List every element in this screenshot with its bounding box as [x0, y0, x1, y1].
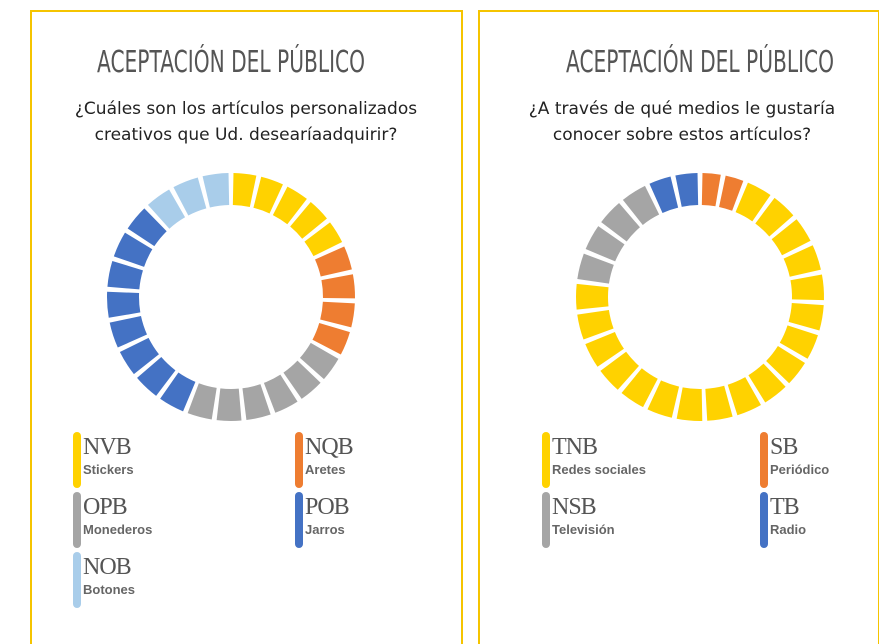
legend-code: SB — [770, 434, 797, 460]
donut-segment — [585, 226, 625, 262]
donut-segment — [109, 316, 147, 348]
legend-label: Jarros — [305, 522, 345, 537]
legend-code: TB — [770, 494, 799, 520]
donut-segment — [766, 345, 805, 384]
donut-segment — [147, 189, 186, 229]
panel-title: ACEPTACIÓN DEL PÚBLICO — [97, 43, 365, 80]
donut-segment — [242, 384, 271, 421]
donut-segment — [290, 202, 327, 239]
donut-segment — [748, 363, 786, 403]
donut-segment — [315, 246, 352, 277]
legend-swatch — [760, 432, 768, 488]
donut-segment — [202, 173, 230, 208]
legend-label: Redes sociales — [552, 462, 646, 477]
legend-code: TNB — [552, 434, 597, 460]
legend-label: Radio — [770, 522, 806, 537]
donut-segment — [263, 374, 298, 413]
donut-segment — [232, 173, 257, 207]
panel-subtitle: ¿Cuáles son los artículos personalizados — [75, 99, 417, 119]
donut-segment — [788, 303, 824, 331]
donut-segment — [127, 208, 167, 247]
donut-segment — [272, 186, 307, 225]
donut-segment — [576, 283, 609, 310]
donut-segment — [320, 301, 355, 328]
donut-segment — [312, 323, 350, 355]
donut-segment — [647, 380, 680, 418]
panel-border — [478, 10, 879, 644]
donut-segment — [304, 222, 343, 257]
donut-segment — [600, 351, 639, 390]
donut-segment — [585, 331, 624, 367]
legend-code: OPB — [83, 494, 127, 520]
donut-segment — [321, 274, 355, 299]
legend-label: Botones — [83, 582, 135, 597]
donut-segment — [783, 245, 821, 277]
donut-segment — [735, 182, 771, 222]
donut-segment — [216, 388, 242, 421]
donut-segment — [106, 291, 141, 318]
legend-swatch — [73, 492, 81, 548]
legend-swatch — [295, 492, 303, 548]
donut-segment — [107, 261, 143, 290]
donut-segment — [622, 185, 660, 225]
donut-segment — [601, 203, 640, 242]
donut-segment — [187, 383, 217, 420]
legend-label: Monederos — [83, 522, 152, 537]
donut-segment — [675, 173, 699, 207]
donut-segment — [621, 368, 658, 408]
panel-subtitle: creativos que Ud. desearíaadquirir? — [95, 125, 398, 145]
legend-swatch — [760, 492, 768, 548]
panel-border — [30, 10, 463, 644]
legend-swatch — [73, 432, 81, 488]
legend-code: POB — [305, 494, 349, 520]
legend-swatch — [295, 432, 303, 488]
donut-segment — [771, 219, 811, 256]
legend-label: Aretes — [305, 462, 345, 477]
donut-segment — [160, 372, 196, 412]
donut-segment — [701, 173, 721, 207]
donut-segment — [727, 377, 761, 416]
legend-code: NOB — [83, 554, 131, 580]
panel-subtitle: ¿A través de qué medios le gustaría — [529, 99, 835, 119]
legend-label: Televisión — [552, 522, 615, 537]
donut-segment — [779, 325, 818, 359]
donut-segment — [299, 342, 339, 380]
legend-code: NVB — [83, 434, 131, 460]
panel-title: ACEPTACIÓN DEL PÚBLICO — [566, 43, 834, 80]
donut-segment — [705, 385, 733, 421]
donut-segment — [253, 176, 283, 214]
donut-segment — [119, 337, 159, 375]
donut-segment — [577, 253, 614, 284]
legend-label: Periódico — [770, 462, 829, 477]
donut-segment — [790, 274, 825, 301]
donut-segment — [719, 175, 744, 211]
donut-segment — [137, 357, 176, 396]
donut-segment — [283, 360, 321, 399]
donut-segment — [113, 232, 153, 267]
donut-segment — [577, 310, 614, 340]
legend-code: NSB — [552, 494, 596, 520]
legend-label: Stickers — [83, 462, 134, 477]
donut-segment — [755, 197, 794, 237]
donut-segment — [649, 176, 679, 213]
legend-code: NQB — [305, 434, 353, 460]
panel-subtitle: conocer sobre estos artículos? — [553, 125, 811, 145]
legend-swatch — [542, 432, 550, 488]
donut-segment — [173, 177, 207, 216]
legend-swatch — [542, 492, 550, 548]
donut-segment — [676, 387, 703, 421]
legend-swatch — [73, 552, 81, 608]
